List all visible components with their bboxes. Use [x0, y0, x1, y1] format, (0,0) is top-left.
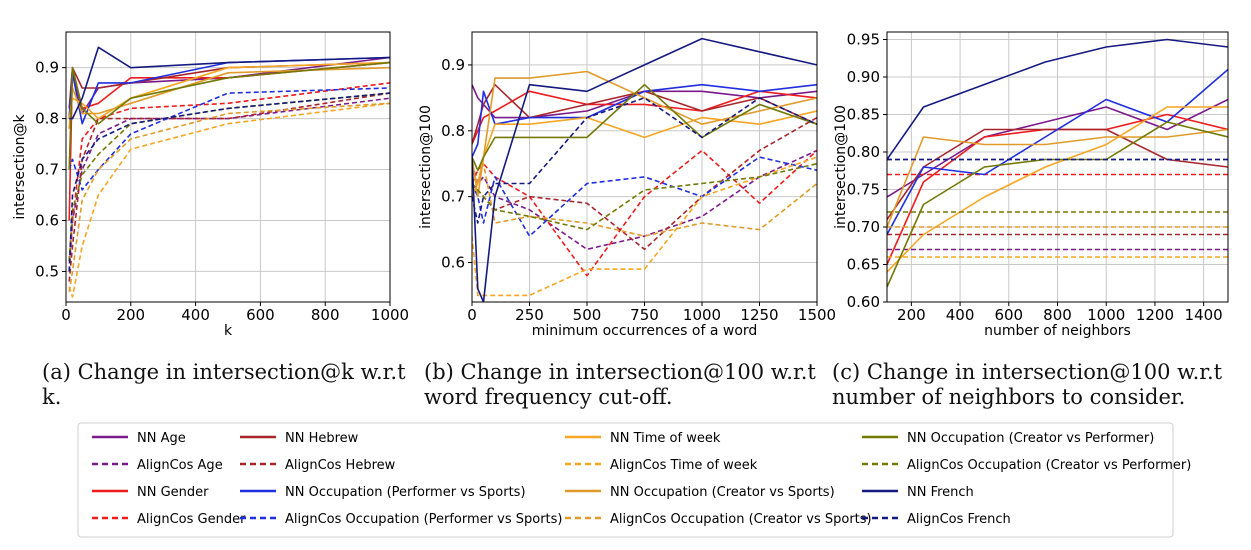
series-french-solid	[69, 46, 390, 120]
series-creator_performer-dashed	[472, 162, 817, 231]
series-age-solid	[472, 84, 817, 119]
legend-label: NN Gender	[137, 485, 209, 500]
caption-b-line-1: (b) Change in intersection@100 w.r.t	[424, 360, 816, 384]
series-creator_sports-solid	[472, 70, 817, 198]
legend-label: AlignCos Hebrew	[285, 458, 396, 473]
y-axis-label: intersection@k	[12, 114, 28, 220]
x-tick-label: 1000	[1087, 306, 1125, 324]
series-perf_sports-solid	[472, 83, 817, 158]
series-french-dashed	[68, 92, 390, 272]
legend-label: AlignCos French	[907, 512, 1011, 527]
x-tick-label: 0	[467, 306, 477, 324]
x-tick-label: 1500	[798, 306, 836, 324]
legend-label: AlignCos Occupation (Creator vs Performe…	[907, 458, 1191, 473]
x-tick-label: 400	[946, 306, 975, 324]
series-hebrew-dashed	[68, 92, 390, 282]
chart-panel-1: 0 200 400 600 800 1000 0.5 0.6 0.7 0.8 0.9 k interse…	[12, 31, 409, 339]
y-tick-label: 0.65	[847, 256, 880, 274]
x-tick-label: 200	[897, 306, 926, 324]
caption-a: (a) Change in intersection@k w.r.t k.	[42, 360, 422, 410]
x-tick-label: 600	[246, 306, 275, 324]
x-tick-label: 600	[994, 306, 1023, 324]
series-perf_sports-dashed	[68, 87, 390, 191]
x-tick-label: 250	[515, 306, 544, 324]
y-axis-label: intersection@100	[833, 105, 849, 229]
chart-panel-2: 0 250 500 750 1000 1250 1500 0.6 0.7 0.8 0.9 minimu…	[418, 31, 836, 339]
x-tick-label: 400	[181, 306, 210, 324]
caption-c-line-2: number of neighbors to consider.	[832, 385, 1186, 409]
y-axis-label: intersection@100	[418, 105, 434, 229]
series-creator_sports-solid	[887, 128, 1228, 228]
x-tick-label: 800	[1043, 306, 1072, 324]
y-tick-label: 0.9	[35, 59, 59, 77]
legend-label: NN Age	[137, 431, 186, 446]
x-tick-label: 1000	[683, 306, 721, 324]
series-french-solid	[472, 37, 817, 302]
series-creator_sports-dashed	[472, 162, 817, 237]
y-tick-label: 0.80	[847, 143, 880, 161]
caption-c: (c) Change in intersection@100 w.r.t num…	[832, 360, 1242, 410]
series-creator_performer-solid	[472, 83, 817, 172]
chart-panel-3: 200 400 600 800 1000 1200 1400 0.60 0.65 0.70 0.75…	[833, 31, 1229, 339]
y-tick-label: 0.75	[847, 181, 880, 199]
legend-label: NN Occupation (Creator vs Sports)	[610, 485, 835, 500]
legend-box	[77, 422, 1174, 538]
legend-label: AlignCos Occupation (Performer vs Sports…	[285, 512, 562, 527]
series-creator_performer-solid	[887, 121, 1228, 288]
x-tick-label: 1200	[1136, 306, 1174, 324]
y-tick-label: 0.9	[441, 56, 465, 74]
x-tick-label: 200	[116, 306, 145, 324]
legend-label: AlignCos Occupation (Creator vs Sports)	[610, 512, 872, 527]
x-axis-label: number of neighbors	[984, 323, 1131, 339]
y-tick-label: 0.6	[441, 253, 465, 271]
caption-b: (b) Change in intersection@100 w.r.t wor…	[424, 360, 824, 410]
y-tick-label: 0.70	[847, 218, 880, 236]
caption-c-line-1: (c) Change in intersection@100 w.r.t	[832, 360, 1223, 384]
series-time_week-dashed	[68, 102, 390, 298]
series-hebrew-dashed	[472, 116, 817, 251]
x-tick-label: 1400	[1185, 306, 1223, 324]
legend: NN Age AlignCos Age NN Gender AlignCos Gend…	[77, 422, 1191, 538]
legend-label: NN Occupation (Creator vs Performer)	[907, 431, 1154, 446]
x-tick-label: 1250	[740, 306, 778, 324]
x-tick-label: 500	[573, 306, 602, 324]
legend-label: AlignCos Time of week	[610, 458, 758, 473]
y-tick-label: 0.95	[847, 31, 880, 49]
y-tick-label: 0.8	[35, 110, 59, 128]
x-axis-label: k	[224, 323, 233, 339]
caption-a-line-1: (a) Change in intersection@k w.r.t k.	[42, 360, 406, 409]
x-axis-label: minimum occurrences of a word	[532, 323, 758, 339]
y-tick-label: 0.7	[441, 188, 465, 206]
y-tick-label: 0.7	[35, 161, 59, 179]
legend-label: NN Occupation (Performer vs Sports)	[285, 485, 526, 500]
plot-frame	[65, 31, 391, 303]
y-tick-label: 0.5	[35, 262, 59, 280]
legend-label: NN Time of week	[610, 431, 721, 446]
legend-label: AlignCos Gender	[137, 512, 246, 527]
legend-label: NN Hebrew	[285, 431, 359, 446]
x-tick-label: 750	[630, 306, 659, 324]
y-tick-label: 0.85	[847, 106, 880, 124]
series-creator_performer-solid	[68, 61, 390, 170]
y-tick-label: 0.90	[847, 68, 880, 86]
caption-b-line-2: word frequency cut-off.	[424, 385, 673, 409]
x-tick-label: 0	[61, 306, 71, 324]
series-french-solid	[887, 38, 1228, 160]
y-tick-label: 0.60	[847, 293, 880, 311]
legend-label: AlignCos Age	[137, 458, 223, 473]
x-tick-label: 800	[311, 306, 340, 324]
y-tick-label: 0.6	[35, 211, 59, 229]
series-time_week-dashed	[472, 156, 817, 297]
y-tick-label: 0.8	[441, 122, 465, 140]
series-time_week-solid	[887, 106, 1228, 273]
series-time_week-solid	[68, 61, 390, 120]
series-french-dashed	[472, 97, 817, 224]
legend-label: NN French	[907, 485, 974, 500]
series-gender-solid	[68, 61, 390, 221]
x-tick-label: 1000	[371, 306, 409, 324]
series-creator_sports-dashed	[68, 102, 390, 292]
